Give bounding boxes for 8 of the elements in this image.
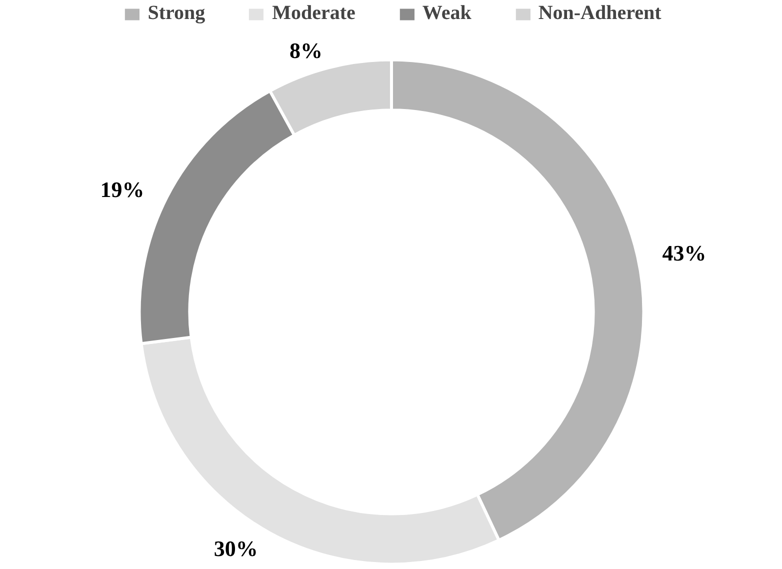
legend-label: Moderate (272, 2, 356, 25)
data-label: 43% (662, 240, 706, 266)
data-label: 19% (100, 177, 144, 202)
legend-label: Strong (148, 2, 206, 25)
legend-label: Weak (422, 2, 472, 25)
data-label: 8% (289, 38, 322, 64)
data-label: 30% (214, 536, 258, 561)
legend-label: Non-Adherent (538, 2, 662, 25)
